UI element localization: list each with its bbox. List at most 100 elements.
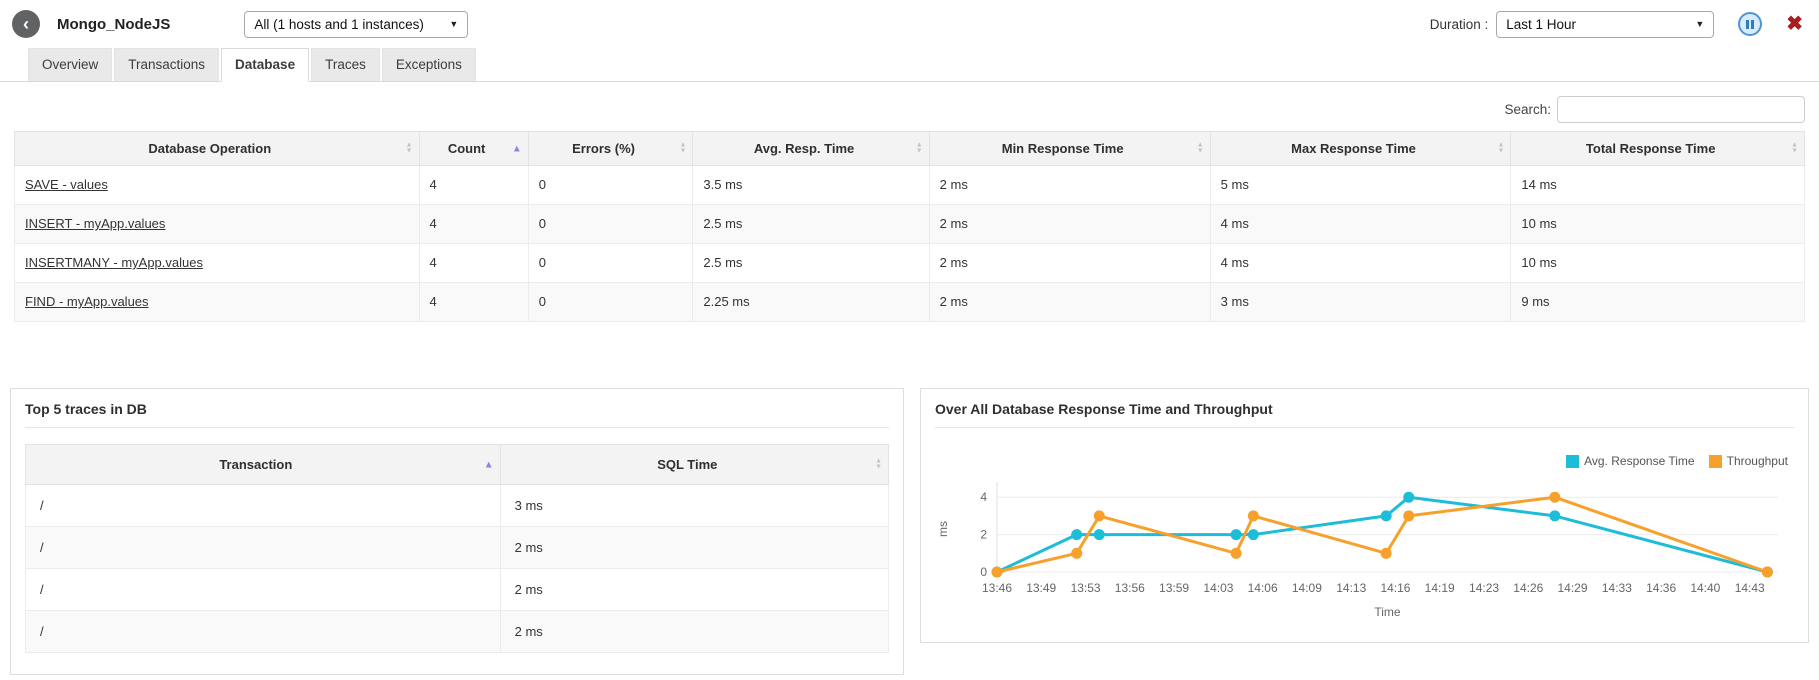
instance-dropdown[interactable]: All (1 hosts and 1 instances) ▼ [244,10,469,38]
tab-transactions[interactable]: Transactions [114,48,220,81]
table-cell: 4 ms [1209,204,1512,244]
table-cell: 14 ms [1510,165,1805,205]
table-cell: 4 [418,165,529,205]
svg-text:14:13: 14:13 [1336,581,1366,595]
column-header-label: Errors (%) [572,141,635,156]
response-time-chart-panel: Over All Database Response Time and Thro… [920,388,1809,643]
legend-label: Avg. Response Time [1584,454,1695,468]
duration-label: Duration : [1429,16,1489,32]
legend-swatch-icon [1566,454,1580,468]
svg-text:14:19: 14:19 [1425,581,1455,595]
table-cell: 2 ms [928,165,1211,205]
column-header-label: Transaction [219,457,293,472]
table-row: INSERT - myApp.values 4 0 2.5 ms 2 ms 4 ms 10 … [14,204,1805,244]
table-cell: 3.5 ms [692,165,930,205]
table-cell: 0 [527,165,694,205]
db-operation-link[interactable]: FIND - myApp.values [25,294,149,309]
svg-text:14:09: 14:09 [1292,581,1322,595]
svg-text:2: 2 [980,528,987,542]
table-cell: 2 ms [928,243,1211,283]
tab-database[interactable]: Database [221,48,310,82]
close-icon: ✖ [1786,13,1803,35]
database-operations-table: Database Operation ▲ ▼ Count ▲ Errors (%) ▲ ▼ Av… [14,131,1805,322]
svg-text:14:16: 14:16 [1380,581,1410,595]
sort-icon: ▲ ▼ [1196,141,1204,155]
search-label: Search: [1504,102,1551,117]
pause-button[interactable] [1738,12,1763,36]
chart-legend: Avg. Response Time Throughput [935,454,1788,468]
table-cell: 4 [418,282,529,322]
sort-icon: ▲ ▼ [875,457,882,471]
column-header-label: Total Response Time [1585,141,1716,156]
svg-text:4: 4 [980,490,987,504]
svg-text:14:23: 14:23 [1469,581,1499,595]
back-icon: ‹ [23,13,29,34]
column-header-max-response-time[interactable]: Max Response Time ▲ ▼ [1209,131,1512,166]
chevron-down-icon: ▼ [1695,19,1705,29]
column-header-label: Avg. Resp. Time [753,141,855,156]
sort-ascending-icon: ▲ [511,143,522,154]
svg-text:14:29: 14:29 [1558,581,1588,595]
svg-text:0: 0 [980,565,987,579]
svg-text:14:26: 14:26 [1513,581,1543,595]
svg-text:13:49: 13:49 [1026,581,1056,595]
table-cell: / [25,526,501,569]
column-header-sql-time[interactable]: SQL Time ▲ ▼ [499,444,890,485]
duration-dropdown-value: Last 1 Hour [1506,16,1577,32]
table-cell: 4 [418,204,529,244]
table-cell: 2 ms [499,610,890,653]
table-row: /2 ms [25,610,890,653]
bottom-panels: Top 5 traces in DB Transaction ▲ SQL Time ▲… [10,388,1809,675]
tab-overview[interactable]: Overview [28,48,113,81]
db-operation-link[interactable]: INSERTMANY - myApp.values [25,255,203,270]
back-button[interactable]: ‹ [12,10,40,38]
db-operation-link[interactable]: INSERT - myApp.values [25,216,166,231]
table-cell: 4 [418,243,529,283]
svg-text:13:46: 13:46 [982,581,1012,595]
traces-table: Transaction ▲ SQL Time ▲ ▼/3 ms/2 ms/2 ms/2 … [25,444,890,653]
table-cell: SAVE - values [14,165,420,205]
column-header-errors-[interactable]: Errors (%) ▲ ▼ [527,131,694,166]
table-cell: INSERT - myApp.values [14,204,420,244]
sort-icon: ▲ ▼ [1497,141,1505,155]
tab-exceptions[interactable]: Exceptions [381,48,476,81]
table-row: FIND - myApp.values 4 0 2.25 ms 2 ms 3 ms 9 ms [14,282,1805,322]
duration-dropdown[interactable]: Last 1 Hour ▼ [1496,10,1715,38]
svg-text:13:56: 13:56 [1115,581,1145,595]
sort-icon: ▲ ▼ [679,141,687,155]
tab-traces[interactable]: Traces [311,48,380,81]
instance-dropdown-value: All (1 hosts and 1 instances) [254,16,424,32]
column-header-avg-resp-time[interactable]: Avg. Resp. Time ▲ ▼ [692,131,930,166]
svg-text:13:53: 13:53 [1071,581,1101,595]
db-operation-link[interactable]: SAVE - values [25,177,108,192]
column-header-transaction[interactable]: Transaction ▲ [25,444,501,485]
column-header-label: Max Response Time [1291,141,1416,156]
response-time-throughput-chart[interactable]: 0 2 4 13:46 13:49 13:53 13:56 13:59 14:03 14:06 14… [935,476,1794,620]
app-title: Mongo_NodeJS [57,15,171,33]
table-row: /2 ms [25,526,890,569]
legend-item-throughput[interactable]: Throughput [1708,454,1788,468]
column-header-count[interactable]: Count ▲ [418,131,529,166]
table-cell: 0 [527,243,694,283]
table-row: /2 ms [25,568,890,611]
column-header-label: SQL Time [657,457,718,472]
column-header-label: Count [447,141,486,156]
column-header-label: Database Operation [148,141,272,156]
search-row: Search: [14,96,1805,123]
legend-item-avg-response-time[interactable]: Avg. Response Time [1566,454,1695,468]
column-header-database-operation[interactable]: Database Operation ▲ ▼ [14,131,420,166]
column-header-total-response-time[interactable]: Total Response Time ▲ ▼ [1510,131,1805,166]
svg-text:14:36: 14:36 [1646,581,1676,595]
table-cell: FIND - myApp.values [14,282,420,322]
table-cell: / [25,484,501,527]
svg-text:ms: ms [936,521,950,537]
close-button[interactable]: ✖ [1786,14,1803,34]
table-cell: 4 ms [1209,243,1512,283]
search-input[interactable] [1557,96,1805,123]
table-cell: 2 ms [499,526,890,569]
table-row: SAVE - values 4 0 3.5 ms 2 ms 5 ms 14 ms [14,165,1805,205]
sort-icon: ▲ ▼ [915,141,923,155]
column-header-min-response-time[interactable]: Min Response Time ▲ ▼ [928,131,1211,166]
column-header-label: Min Response Time [1001,141,1124,156]
table-row: /3 ms [25,484,890,527]
